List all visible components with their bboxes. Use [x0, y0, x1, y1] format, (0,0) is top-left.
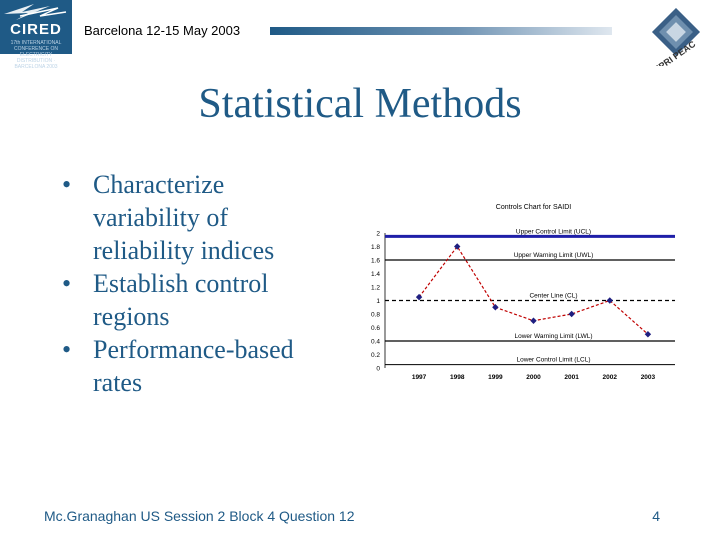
y-tick-label: 0	[376, 366, 380, 373]
header-gradient-bar	[270, 27, 612, 35]
x-tick-label: 2000	[526, 374, 541, 381]
footer-session-info: Mc.Granaghan US Session 2 Block 4 Questi…	[44, 508, 355, 524]
y-tick-label: 1.6	[371, 258, 380, 265]
control-limit-label: Lower Control Limit (LCL)	[516, 357, 590, 364]
cired-logo: CIRED 17th INTERNATIONAL CONFERENCE ON E…	[0, 0, 72, 70]
slide-title: Statistical Methods	[198, 81, 522, 127]
y-tick-label: 0.6	[371, 325, 380, 332]
y-tick-label: 1.8	[371, 244, 380, 251]
cired-logo-tagline: 17th INTERNATIONAL CONFERENCE ON ELECTRI…	[10, 40, 62, 70]
cired-logo-text: CIRED	[10, 21, 62, 38]
data-point	[644, 331, 652, 338]
y-tick-label: 2	[376, 231, 380, 238]
bullet-text: reliability indices	[93, 236, 275, 265]
lightning-icon	[4, 4, 67, 20]
bullet-text: Establish control	[93, 269, 269, 298]
x-tick-label: 2003	[641, 374, 656, 381]
x-tick-label: 2002	[603, 374, 618, 381]
bullet-glyph: •	[62, 269, 72, 298]
x-tick-label: 1998	[450, 374, 465, 381]
bullet-text: Performance-based	[93, 335, 294, 364]
control-chart: Controls Chart for SAIDI 0 0.2 0.4 0.6 0.8 1 1.…	[371, 204, 675, 381]
data-point	[492, 304, 499, 311]
x-tick-label: 1999	[488, 374, 503, 381]
control-limit-label: Lower Warning Limit (LWL)	[514, 333, 592, 340]
y-tick-label: 1.2	[371, 285, 380, 292]
bullet-item: • Performance-based rates	[62, 333, 362, 399]
bullet-glyph: •	[62, 170, 72, 199]
y-tick-label: 1	[376, 298, 380, 305]
bullet-text: Characterize	[93, 170, 225, 199]
y-tick-label: 0.8	[371, 312, 380, 319]
bullet-text: variability of	[93, 203, 229, 232]
bullet-text: rates	[93, 368, 143, 397]
bullet-item: • Characterize variability of reliabilit…	[62, 168, 362, 267]
y-tick-label: 1.4	[371, 271, 380, 278]
y-tick-label: 0.4	[371, 339, 380, 346]
y-tick-label: 0.2	[371, 352, 380, 359]
control-limit-label: Upper Control Limit (UCL)	[516, 228, 591, 235]
data-point	[568, 310, 575, 318]
bullet-item: • Establish control regions	[62, 267, 362, 333]
bullet-list: • Characterize variability of reliabilit…	[62, 168, 362, 399]
data-point	[454, 243, 461, 250]
control-limit-label: Upper Warning Limit (UWL)	[514, 252, 594, 259]
x-tick-label: 2001	[564, 374, 579, 381]
conference-title: Barcelona 12-15 May 2003	[84, 23, 241, 38]
x-tick-label: 1997	[412, 374, 427, 381]
chart-title: Controls Chart for SAIDI	[496, 204, 572, 211]
bullet-text: regions	[93, 302, 170, 331]
page-number: 4	[652, 508, 660, 524]
data-point	[530, 317, 537, 324]
data-point	[415, 293, 423, 301]
epri-peac-logo: EPRI PEAC	[642, 7, 706, 75]
control-limit-label: Center Line (CL)	[529, 293, 577, 300]
bullet-glyph: •	[62, 335, 72, 364]
